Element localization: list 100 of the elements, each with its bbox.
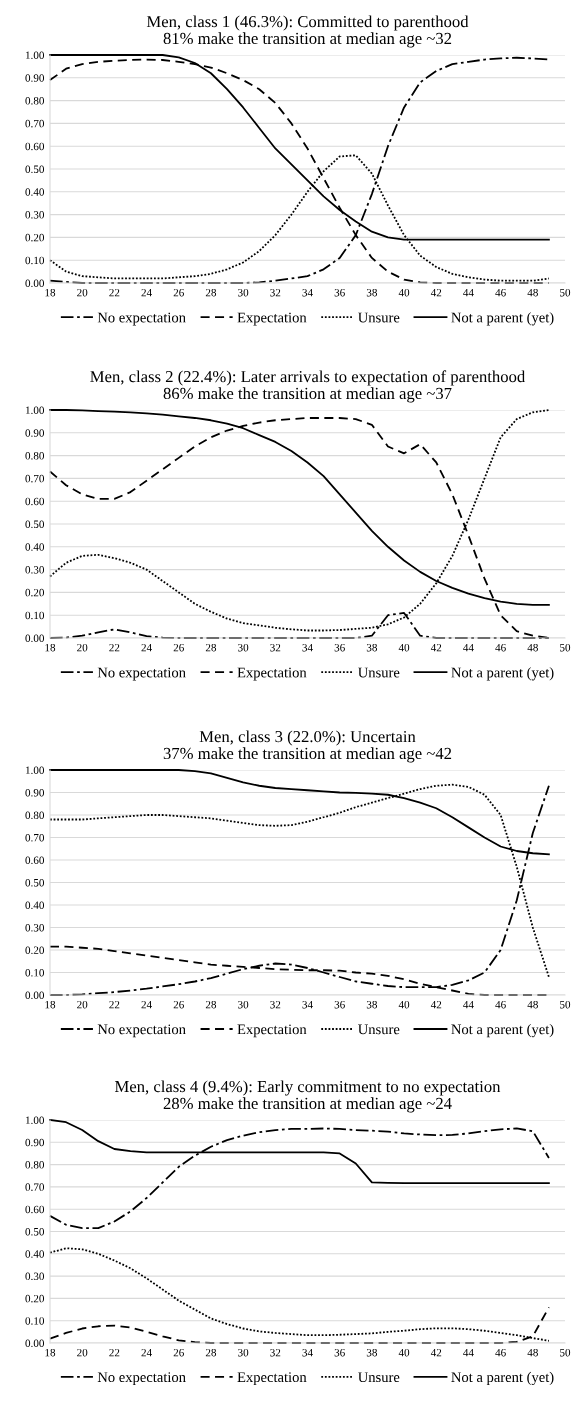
y-tick-label: 0.70 [25,474,45,483]
y-tick-label: 1.00 [25,406,45,415]
x-tick-label: 18 [45,643,56,652]
x-tick-label: 42 [430,1000,442,1009]
y-tick-label: 1.00 [25,1116,45,1125]
x-tick-label: 36 [334,288,345,297]
chart-subtitle: 37% make the transition at median age ~42 [163,747,452,763]
x-tick-label: 48 [527,643,538,652]
x-tick-label: 46 [495,643,506,652]
y-tick-label: 0.70 [25,119,45,128]
y-tick-label: 0.10 [25,611,45,620]
x-tick-label: 38 [366,288,378,297]
x-tick-label: 34 [302,643,313,652]
y-tick-label: 0.10 [25,256,45,265]
x-tick-label: 50 [560,643,571,652]
legend-label: Expectation [237,667,307,681]
y-tick-label: 0.70 [25,833,45,842]
x-tick-label: 22 [109,1000,120,1009]
chart-title: Men, class 3 (22.0%): Uncertain [199,730,416,746]
x-tick-label: 30 [238,643,249,652]
x-tick-label: 42 [430,643,442,652]
legend-label: No expectation [97,312,186,326]
x-tick-label: 34 [302,288,313,297]
y-tick-label: 0.90 [25,788,45,797]
x-tick-label: 36 [334,1000,345,1009]
legend-label: Unsure [358,667,400,678]
x-tick-label: 44 [463,288,474,297]
x-tick-label: 26 [173,288,184,297]
y-tick-label: 0.80 [25,1161,45,1169]
y-tick-label: 0.90 [25,1138,45,1147]
x-tick-label: 38 [366,643,378,652]
y-tick-label: 0.80 [25,97,45,105]
legend-label: Not a parent (yet) [451,667,554,681]
y-tick-label: 0.20 [25,1294,45,1303]
x-tick-label: 38 [366,1000,378,1009]
legend-label: Not a parent (yet) [451,312,554,326]
y-tick-label: 0.60 [25,1205,45,1214]
x-tick-label: 26 [173,1348,184,1357]
y-tick-label: 1.00 [25,766,45,775]
y-tick-label: 0.20 [25,233,45,242]
y-tick-label: 0.20 [25,946,45,955]
x-tick-label: 20 [77,288,88,297]
y-tick-label: 0.30 [25,923,45,932]
x-tick-label: 44 [463,1000,474,1009]
x-tick-label: 36 [334,643,345,652]
x-tick-label: 38 [366,1348,378,1357]
y-tick-label: 0.80 [25,452,45,460]
x-tick-label: 34 [302,1000,313,1009]
y-tick-label: 0.50 [25,520,45,529]
y-tick-label: 0.50 [25,878,45,887]
x-tick-label: 32 [270,643,281,652]
legend-label: Unsure [358,1024,400,1035]
x-tick-label: 50 [560,1348,571,1357]
y-tick-label: 0.10 [25,968,45,977]
y-tick-label: 0.60 [25,856,45,865]
x-tick-label: 24 [141,643,152,652]
x-tick-label: 18 [45,288,56,297]
chart-subtitle: 28% make the transition at median age ~24 [163,1097,452,1113]
x-tick-label: 24 [141,1000,152,1009]
x-tick-label: 20 [77,1348,88,1357]
chart-title: Men, class 2 (22.4%): Later arrivals to expectation of parenthood [90,370,526,386]
x-tick-label: 26 [173,643,184,652]
y-tick-label: 0.60 [25,497,45,506]
y-tick-label: 0.60 [25,142,45,151]
x-tick-label: 48 [527,1000,538,1009]
y-tick-label: 0.40 [25,188,45,196]
x-tick-label: 22 [109,643,120,652]
chart-subtitle: 86% make the transition at median age ~37 [163,387,452,403]
y-tick-label: 0.80 [25,811,45,820]
x-tick-label: 28 [205,1000,217,1009]
x-tick-label: 46 [495,288,506,297]
x-tick-label: 50 [560,288,571,297]
y-tick-label: 0.40 [25,1250,45,1258]
x-tick-label: 28 [205,288,217,297]
y-tick-label: 0.90 [25,74,45,82]
x-tick-label: 32 [270,288,281,297]
legend-label: Unsure [358,1372,400,1383]
y-tick-label: 0.50 [25,1227,45,1236]
x-tick-label: 28 [205,1348,217,1357]
x-tick-label: 18 [45,1348,56,1357]
y-tick-label: 0.00 [25,1339,45,1348]
x-tick-label: 46 [495,1348,506,1357]
x-tick-label: 22 [109,288,120,297]
x-tick-label: 42 [430,1348,442,1357]
legend-label: Expectation [237,1372,307,1386]
x-tick-label: 24 [141,288,152,297]
x-tick-label: 30 [238,288,249,297]
line-series [49,1247,550,1342]
x-tick-label: 50 [560,1000,571,1009]
y-tick-label: 0.00 [25,279,45,288]
y-tick-label: 1.00 [25,51,45,60]
y-tick-label: 0.40 [25,543,45,551]
x-tick-label: 18 [45,1000,56,1009]
x-tick-label: 40 [398,1000,410,1009]
y-tick-label: 0.70 [25,1183,45,1191]
x-tick-label: 26 [173,1000,184,1009]
x-tick-label: 34 [302,1348,313,1357]
y-tick-label: 0.90 [25,429,45,437]
x-tick-label: 32 [270,1348,281,1357]
x-tick-label: 44 [463,643,474,652]
